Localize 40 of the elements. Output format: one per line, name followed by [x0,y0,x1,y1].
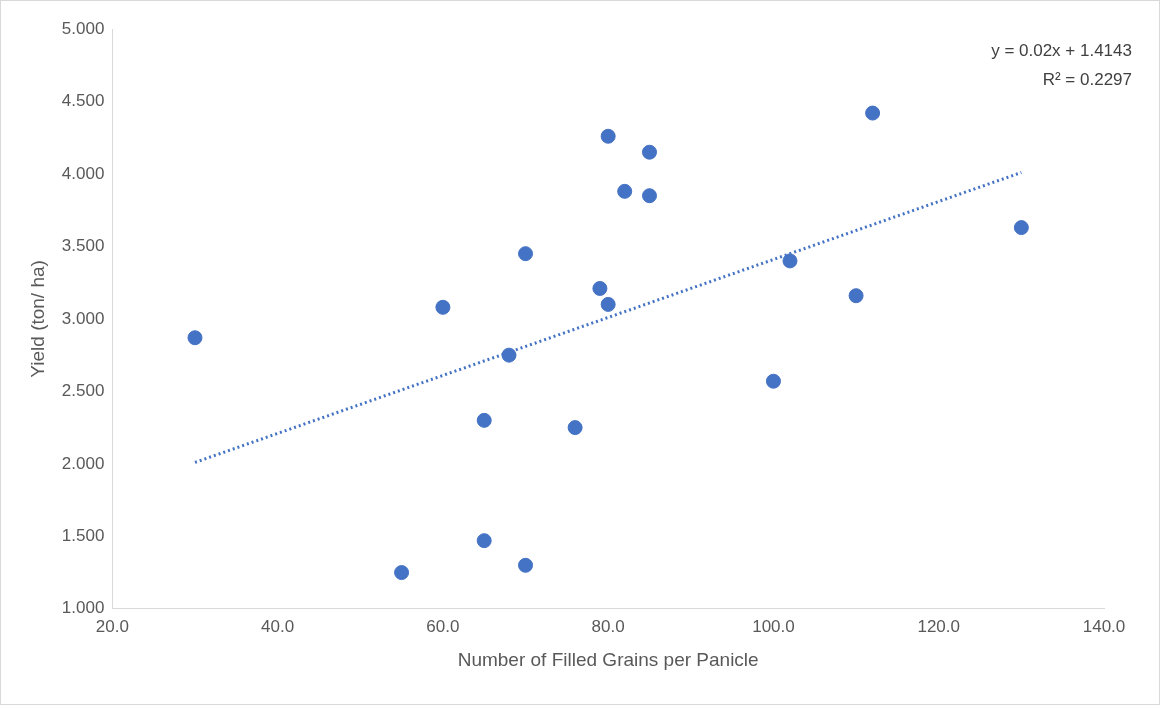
point [765,373,781,389]
point [848,288,864,304]
point [1013,220,1029,236]
y-axis-title: Yield (ton/ ha) [26,260,48,378]
point [592,280,608,296]
y-tick-label: 4.500 [61,91,105,111]
point [187,330,203,346]
point [600,128,616,144]
point [782,253,798,269]
y-tick-label: 1.500 [61,526,105,546]
point [600,296,616,312]
point [501,347,517,363]
y-tick-label: 5.000 [61,18,105,38]
point [476,412,492,428]
point [567,420,583,436]
annotation: y = 0.02x + 1.4143 [991,40,1132,60]
point [394,565,410,581]
x-axis-title: Number of Filled Grains per Panicle [457,648,759,670]
x-tick-label: 100.0 [752,616,795,636]
annotation: R² = 0.2297 [1042,69,1132,89]
point [476,533,492,549]
point [617,183,633,199]
x-tick-label: 20.0 [95,616,129,636]
y-tick-label: 3.000 [61,308,105,328]
point [518,557,534,573]
point [641,144,657,160]
y-tick-label: 1.000 [61,598,105,618]
x-tick-label: 120.0 [917,616,960,636]
y-tick-label: 4.000 [61,163,105,183]
point [641,188,657,204]
x-tick-label: 140.0 [1082,616,1126,636]
point [518,246,534,262]
point [435,299,451,315]
y-tick-label: 2.000 [61,453,105,473]
x-tick-label: 80.0 [591,616,625,636]
x-tick-label: 60.0 [426,616,460,636]
y-tick-label: 2.500 [61,381,105,401]
x-tick-label: 40.0 [261,616,295,636]
point [865,105,881,121]
y-tick-label: 3.500 [61,236,105,256]
